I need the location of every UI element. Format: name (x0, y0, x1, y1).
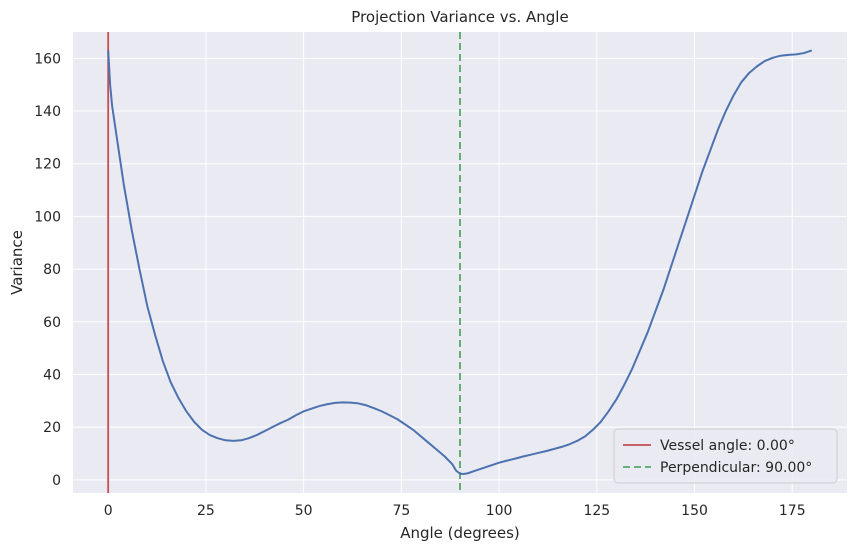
legend-box (613, 428, 838, 484)
y-tick-label: 120 (34, 157, 61, 173)
x-tick-label: 100 (486, 503, 513, 519)
plot-area (73, 32, 847, 493)
y-tick-label: 60 (43, 315, 61, 331)
x-tick-label: 150 (681, 503, 708, 519)
series-layer (107, 49, 813, 476)
x-tick-label: 50 (295, 503, 313, 519)
y-tick-label: 0 (52, 473, 61, 489)
y-tick-label: 20 (43, 420, 61, 436)
legend-entry-perpendicular: Perpendicular: 90.00° (660, 460, 812, 476)
legend: Vessel angle: 0.00° Perpendicular: 90.00… (613, 428, 838, 484)
x-tick-label: 175 (779, 503, 806, 519)
reference-lines (107, 32, 461, 493)
y-tick-label: 80 (43, 262, 61, 278)
y-axis-label: Variance (8, 230, 26, 295)
legend-entry-vessel-angle: Vessel angle: 0.00° (660, 438, 795, 454)
x-tick-label: 0 (104, 503, 113, 519)
x-axis-label: Angle (degrees) (400, 524, 520, 542)
x-tick-label: 25 (197, 503, 215, 519)
chart-title: Projection Variance vs. Angle (351, 8, 568, 26)
x-tick-label: 75 (392, 503, 410, 519)
y-axis-ticks: 0 20 40 60 80 100 120 140 160 (34, 51, 61, 488)
y-tick-label: 40 (43, 367, 61, 383)
y-tick-label: 100 (34, 209, 61, 225)
x-tick-label: 125 (583, 503, 610, 519)
y-tick-label: 140 (34, 104, 61, 120)
x-axis-ticks: 0 25 50 75 100 125 150 175 (104, 503, 806, 519)
y-tick-label: 160 (34, 51, 61, 67)
variance-series-line (107, 49, 813, 476)
